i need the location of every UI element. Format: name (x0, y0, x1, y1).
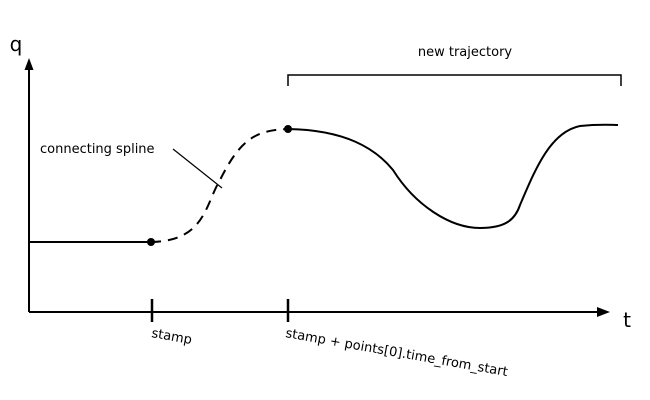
new-trajectory-bracket (287, 74, 622, 86)
x-axis-label: t (623, 308, 631, 332)
connecting-spline-label: connecting spline (40, 142, 155, 157)
new-trajectory-curve (287, 123, 619, 230)
stamp-tick-label: stamp (150, 326, 193, 348)
y-axis-label: q (10, 32, 23, 56)
start-tick-label: stamp + points[0].time_from_start (284, 326, 508, 380)
new-trajectory-label: new trajectory (418, 45, 513, 60)
trajectory-start-point (284, 125, 292, 133)
y-axis-arrowhead (24, 58, 34, 70)
connecting-spline-leader (172, 148, 223, 189)
x-axis-arrowhead (597, 307, 610, 317)
spline-start-point (147, 238, 155, 246)
connecting-spline (150, 128, 289, 243)
